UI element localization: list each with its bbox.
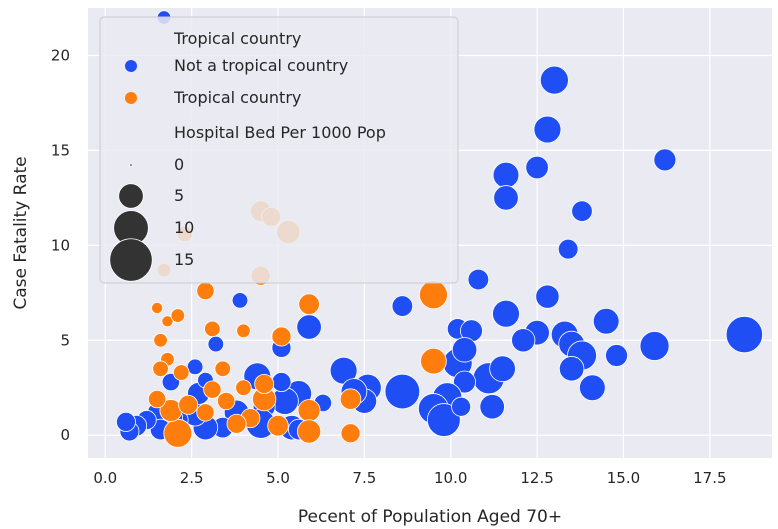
y-tick-label: 15: [51, 141, 70, 159]
point-tropical: [214, 360, 231, 378]
legend-size-label: 0: [174, 155, 184, 174]
legend-size-label: 15: [174, 250, 194, 269]
legend-hue-title: Tropical country: [173, 29, 301, 48]
legend-box: [99, 16, 459, 284]
point-not-tropical: [479, 394, 505, 420]
x-tick-label: 7.5: [352, 469, 376, 487]
point-tropical: [267, 415, 289, 437]
point-tropical: [420, 347, 447, 375]
legend-size-marker: [118, 183, 144, 209]
point-tropical: [196, 403, 215, 422]
x-tick-label: 12.5: [520, 469, 553, 487]
legend: Tropical country Not a tropical country T…: [99, 16, 459, 284]
x-tick-label: 15.0: [607, 469, 640, 487]
x-tick-label: 2.5: [180, 469, 204, 487]
point-not-tropical: [653, 148, 677, 172]
point-not-tropical: [725, 315, 763, 354]
legend-size-label: 10: [174, 218, 194, 237]
point-not-tropical: [271, 372, 292, 393]
point-tropical: [204, 320, 221, 338]
point-tropical: [297, 419, 322, 444]
legend-hue-marker: [125, 60, 137, 72]
point-not-tropical: [451, 337, 478, 363]
legend-hue-label: Tropical country: [173, 88, 301, 107]
point-not-tropical: [453, 370, 476, 394]
y-axis-label: Case Fatality Rate: [11, 156, 31, 309]
point-not-tropical: [579, 374, 606, 402]
x-axis-label: Pecent of Population Aged 70+: [298, 507, 562, 527]
point-not-tropical: [557, 238, 579, 260]
point-tropical: [178, 394, 199, 415]
y-tick-label: 10: [51, 236, 70, 254]
point-tropical: [235, 379, 252, 396]
legend-size-label: 5: [174, 186, 184, 205]
point-not-tropical: [639, 331, 670, 361]
point-not-tropical: [492, 161, 520, 189]
point-tropical: [161, 315, 174, 328]
point-not-tropical: [511, 328, 536, 353]
y-tick-labels: 0 5 10 15 20: [51, 46, 70, 444]
point-not-tropical: [493, 185, 519, 211]
point-not-tropical: [492, 299, 520, 328]
point-tropical: [147, 389, 167, 409]
point-tropical: [339, 388, 362, 410]
point-tropical: [419, 280, 448, 310]
point-tropical: [340, 423, 361, 444]
point-not-tropical: [296, 314, 322, 340]
point-not-tropical: [467, 268, 490, 291]
legend-size-title: Hospital Bed Per 1000 Pop: [174, 123, 386, 142]
point-tropical: [196, 281, 215, 301]
legend-hue-entries: Not a tropical country Tropical country: [125, 56, 348, 107]
point-not-tropical: [571, 200, 593, 222]
point-tropical: [226, 413, 247, 434]
legend-hue-label: Not a tropical country: [174, 56, 348, 75]
x-tick-label: 5.0: [266, 469, 290, 487]
point-not-tropical: [592, 307, 620, 335]
x-tick-label: 0.0: [93, 469, 117, 487]
point-not-tropical: [489, 355, 516, 383]
point-not-tropical: [426, 403, 461, 437]
point-tropical: [151, 301, 164, 315]
point-tropical: [153, 333, 168, 348]
point-tropical: [170, 308, 186, 323]
point-not-tropical: [558, 356, 585, 382]
y-tick-label: 0: [60, 426, 70, 444]
point-not-tropical: [451, 396, 472, 417]
point-not-tropical: [535, 284, 560, 309]
x-tick-label: 17.5: [693, 469, 726, 487]
point-not-tropical: [525, 155, 549, 180]
point-not-tropical: [207, 335, 225, 353]
point-not-tropical: [539, 65, 569, 95]
x-tick-labels: 0.0 2.5 5.0 7.5 10.0 12.5 15.0 17.5: [93, 469, 726, 487]
point-tropical: [271, 326, 292, 347]
point-tropical: [163, 418, 193, 448]
y-tick-label: 20: [51, 46, 70, 64]
point-tropical: [298, 293, 320, 315]
y-tick-label: 5: [60, 331, 70, 349]
point-not-tropical: [186, 358, 204, 376]
point-not-tropical: [533, 115, 562, 144]
legend-size-marker: [109, 238, 153, 282]
point-tropical: [297, 399, 321, 422]
point-tropical: [173, 364, 190, 381]
point-not-tropical: [391, 295, 414, 317]
point-tropical: [254, 373, 275, 394]
x-tick-label: 10.0: [434, 469, 467, 487]
point-tropical: [236, 323, 251, 339]
legend-size-marker: [129, 163, 133, 167]
point-tropical: [217, 391, 236, 411]
point-not-tropical: [384, 373, 421, 410]
point-not-tropical: [231, 292, 249, 309]
point-tropical: [203, 380, 222, 399]
legend-hue-marker: [125, 92, 137, 104]
point-not-tropical: [116, 411, 136, 432]
legend-size-entries: 0 5 10 15: [109, 155, 194, 282]
point-not-tropical: [605, 344, 628, 367]
point-tropical: [152, 360, 169, 378]
